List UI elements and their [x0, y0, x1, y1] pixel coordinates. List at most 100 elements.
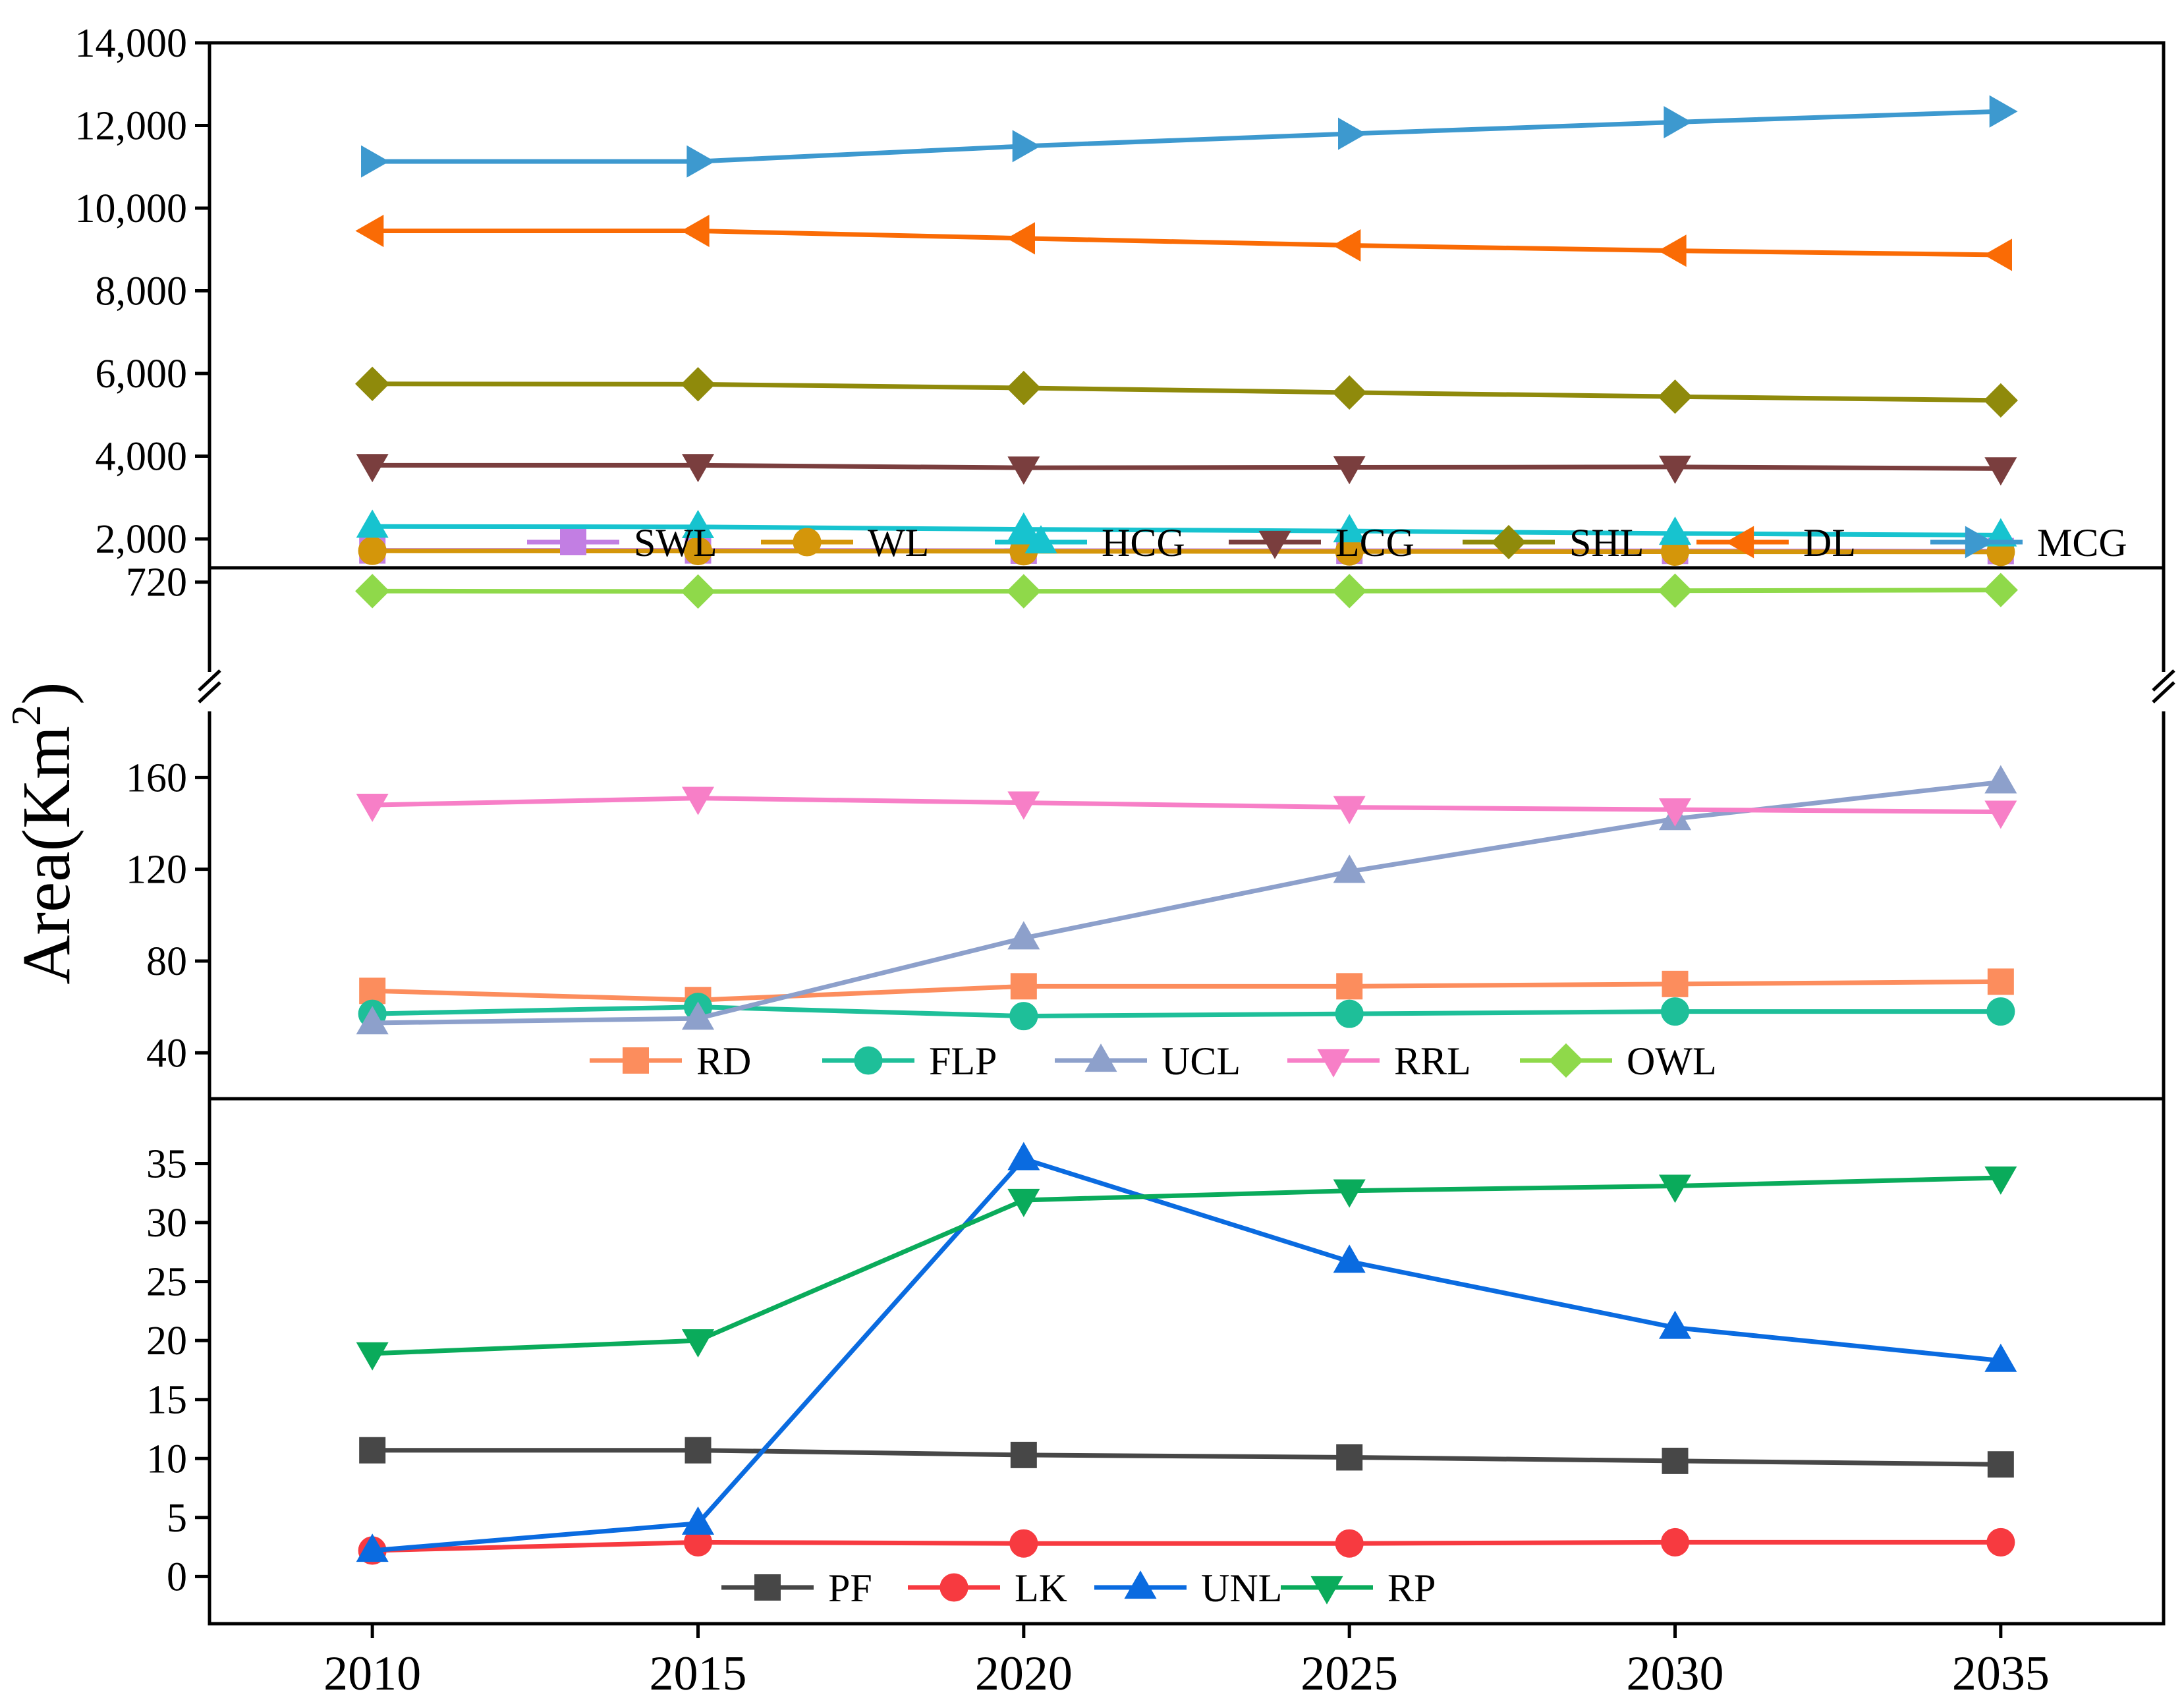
legend-marker-ucl: [1084, 1043, 1117, 1072]
legend-label-swl: SWL: [634, 521, 717, 565]
x-tick-label-2010: 2010: [323, 1647, 421, 1701]
data-point-owl-2010: [355, 574, 390, 609]
y-top-14000-tick-label: 14,000: [75, 21, 188, 66]
y-mid-160-tick-label: 160: [126, 756, 187, 800]
y-axis-label-superscript: 2: [3, 705, 49, 726]
data-point-pf-2010: [359, 1437, 386, 1464]
data-point-dl-2020: [1007, 222, 1035, 255]
legend-label-lcg: LCG: [1335, 521, 1414, 565]
data-point-lk-2020: [1009, 1529, 1038, 1558]
legend-marker-dl: [1725, 526, 1754, 559]
data-point-unl-2015: [681, 1506, 715, 1535]
data-point-lcg-2015: [681, 454, 715, 483]
series-line-rd: [372, 979, 2001, 1003]
data-point-pf-2015: [685, 1437, 712, 1464]
data-point-rd-2010: [359, 978, 386, 1005]
legend-label-owl: OWL: [1627, 1039, 1717, 1083]
legend-label-shl: SHL: [1569, 521, 1644, 565]
y-bot-25-tick-label: 25: [146, 1260, 187, 1305]
series-line-flp: [372, 1005, 2001, 1019]
legend-label-ucl: UCL: [1162, 1039, 1241, 1083]
legend-item-wl: WL: [761, 521, 929, 565]
legend-marker-unl: [1124, 1570, 1157, 1599]
series-line-rrl: [372, 796, 2001, 815]
data-point-dl-2035: [1984, 238, 2012, 271]
legend-marker-pf: [754, 1574, 781, 1601]
y-axis-label-text: Area(Km: [9, 726, 84, 985]
legend-item-owl: OWL: [1520, 1039, 1717, 1083]
data-point-rd-2025: [1336, 973, 1363, 1000]
series-line-rp: [372, 1175, 2001, 1356]
y-top-12000-tick-label: 12,000: [75, 104, 188, 149]
legend-marker-flp: [854, 1046, 883, 1075]
legend-marker-shl: [1491, 524, 1526, 560]
y-bot-10-tick-label: 10: [146, 1437, 187, 1481]
legend-item-rp: RP: [1281, 1566, 1436, 1610]
plot-frame: [208, 41, 2166, 1626]
data-point-shl-2020: [1006, 370, 1041, 406]
data-point-lcg-2030: [1658, 455, 1692, 484]
data-point-hcg-2015: [681, 510, 715, 539]
legend-marker-lk: [939, 1573, 968, 1602]
axis-ticks-layer: 2,000 4,000 6,000 8,000 10,000 12,000 14,000 72…: [75, 21, 2050, 1701]
data-point-hcg-2020: [1007, 512, 1040, 541]
data-point-owl-2025: [1332, 574, 1367, 609]
data-point-mcg-2020: [1012, 130, 1041, 163]
data-point-rrl-2015: [681, 786, 715, 815]
legend-label-pf: PF: [828, 1566, 872, 1610]
data-point-rrl-2020: [1007, 791, 1040, 820]
legend-item-shl: SHL: [1463, 521, 1644, 565]
y-bot-20-tick-label: 20: [146, 1319, 187, 1364]
data-point-lcg-2020: [1007, 456, 1040, 485]
data-point-mcg-2015: [686, 145, 715, 178]
legend-item-lk: LK: [908, 1566, 1067, 1610]
data-point-dl-2015: [681, 215, 710, 248]
series-line-unl: [372, 1156, 2002, 1553]
series-line-shl: [372, 381, 2001, 403]
legend-label-rd: RD: [696, 1039, 751, 1083]
legend-marker-hcg: [1024, 525, 1057, 554]
data-point-unl-2020: [1007, 1142, 1040, 1171]
legend-marker-rd: [623, 1047, 649, 1074]
legend-marker-rrl: [1317, 1049, 1350, 1078]
series-line-mcg: [372, 109, 2001, 164]
legend-label-rp: RP: [1387, 1566, 1436, 1610]
legend-marker-lcg: [1258, 530, 1291, 559]
data-point-flp-2025: [1335, 999, 1364, 1028]
y-bot-5-tick-label: 5: [167, 1496, 187, 1541]
data-point-hcg-2030: [1658, 516, 1692, 545]
legend-label-lk: LK: [1015, 1566, 1067, 1610]
x-tick-label-2020: 2020: [975, 1647, 1073, 1701]
y-top-10000-tick-label: 10,000: [75, 186, 188, 231]
data-point-flp-2035: [1986, 997, 2015, 1026]
data-point-ucl-2015: [681, 1001, 715, 1030]
data-point-rd-2020: [1010, 973, 1037, 1000]
legend-item-unl: UNL: [1094, 1566, 1282, 1610]
data-point-pf-2030: [1662, 1447, 1689, 1474]
legend-marker-swl: [560, 529, 586, 555]
y-bot-30-tick-label: 30: [146, 1201, 187, 1246]
data-point-lk-2025: [1335, 1529, 1364, 1558]
data-point-rrl-2025: [1333, 796, 1366, 825]
data-point-rp-2020: [1007, 1188, 1040, 1217]
data-point-dl-2025: [1332, 229, 1361, 262]
data-point-unl-2035: [1984, 1343, 2017, 1372]
data-point-mcg-2025: [1338, 117, 1366, 150]
y-top-6000-tick-label: 6,000: [96, 352, 188, 397]
legend-label-hcg: HCG: [1102, 521, 1185, 565]
data-point-mcg-2010: [361, 145, 389, 178]
data-point-mcg-2030: [1664, 105, 1693, 139]
data-point-rrl-2035: [1984, 800, 2017, 829]
series-line-lcg: [372, 462, 2001, 471]
data-point-rd-2035: [1987, 968, 2014, 995]
data-point-owl-2015: [681, 574, 715, 609]
data-point-rp-2035: [1984, 1166, 2017, 1195]
x-tick-label-2015: 2015: [650, 1647, 747, 1701]
data-point-ucl-2025: [1333, 854, 1366, 883]
data-point-pf-2025: [1336, 1444, 1363, 1471]
data-point-shl-2015: [681, 367, 715, 402]
data-point-rp-2025: [1333, 1179, 1366, 1208]
data-point-shl-2030: [1658, 379, 1693, 414]
data-point-lcg-2025: [1333, 456, 1366, 485]
